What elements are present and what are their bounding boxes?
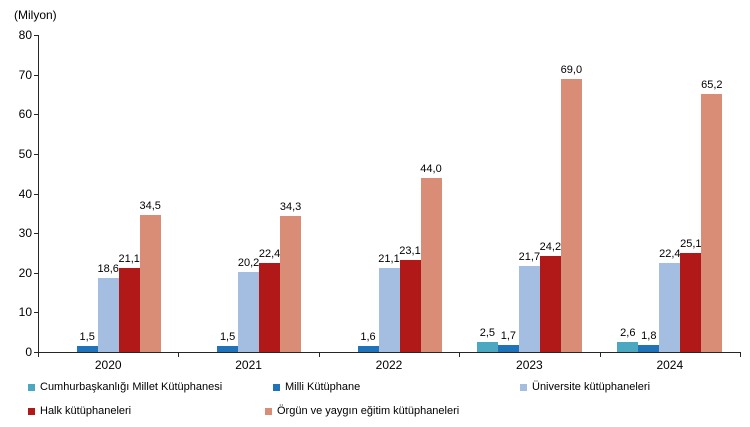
legend-swatch-icon [28, 383, 35, 391]
bar-value-label: 1,8 [641, 329, 657, 342]
bar [399, 260, 421, 352]
bar [118, 268, 140, 352]
bar-value-label: 23,1 [399, 245, 421, 258]
y-axis-tick [34, 153, 38, 155]
bar [238, 271, 260, 352]
bar-value-label: 34,3 [279, 201, 302, 214]
bar [139, 215, 161, 352]
bar-value-label: 18,6 [97, 263, 119, 276]
bar-value-label: 2,6 [620, 326, 636, 339]
bar [680, 252, 702, 352]
x-axis-tick [178, 353, 180, 357]
x-axis-tick [459, 353, 461, 357]
y-axis-tick [34, 114, 38, 116]
bar-value-label: 34,5 [139, 200, 161, 213]
bar [617, 341, 639, 352]
bar [476, 342, 498, 352]
bar-value-label: 24,2 [539, 241, 562, 254]
x-axis-category-label: 2020 [94, 358, 122, 372]
bar-value-label: 20,2 [237, 256, 260, 269]
bar-value-label: 65,2 [701, 78, 723, 91]
x-axis-tick [599, 353, 601, 357]
bar-value-label: 44,0 [420, 162, 442, 175]
legend-label: Cumhurbaşkanlığı Millet Kütüphanesi [40, 381, 223, 393]
bar [357, 345, 379, 352]
y-axis-tick-label: 20 [18, 265, 32, 280]
bar [539, 256, 561, 352]
x-axis-tick [38, 353, 39, 357]
bar [518, 266, 540, 352]
bar-value-label: 1,7 [500, 330, 517, 343]
bar-value-label: 22,4 [258, 248, 281, 261]
legend-swatch-icon [273, 383, 280, 391]
y-axis-tick-label: 30 [18, 226, 32, 241]
y-axis-unit-label: (Milyon) [14, 8, 57, 22]
legend-label: Milli Kütüphane [285, 381, 361, 393]
bar [217, 346, 239, 352]
legend-label: Halk kütüphaneleri [40, 405, 132, 417]
y-axis-tick [34, 272, 38, 274]
legend-swatch-icon [265, 407, 272, 415]
bar-value-label: 21,1 [378, 253, 400, 266]
bar-value-label: 1,5 [219, 331, 236, 344]
bar [701, 93, 723, 352]
y-axis-tick [34, 312, 38, 314]
legend-swatch-icon [28, 407, 35, 415]
legend-swatch-icon [520, 383, 527, 391]
y-axis-tick [34, 35, 38, 36]
bar [560, 78, 582, 352]
y-axis-tick-label: 40 [18, 186, 32, 201]
legend-item: Milli Kütüphane [273, 381, 360, 393]
legend-label: Örgün ve yaygın eğitim kütüphaneleri [277, 405, 460, 417]
bar [97, 278, 119, 352]
x-axis-tick [740, 353, 741, 357]
x-axis-category-label: 2023 [516, 358, 543, 372]
bar-value-label: 22,4 [659, 248, 681, 261]
legend-item: Üniversite kütüphaneleri [520, 381, 650, 393]
y-axis-tick-label: 60 [18, 107, 32, 122]
y-axis-tick [34, 193, 38, 195]
y-axis-tick-label: 10 [18, 305, 32, 320]
y-axis-line [38, 35, 39, 353]
bar [259, 263, 281, 352]
bar-value-label: 1,5 [79, 331, 95, 344]
bar [497, 345, 519, 352]
bar [76, 346, 98, 352]
x-axis-category-label: 2024 [656, 358, 684, 372]
x-axis-category-label: 2022 [375, 358, 403, 372]
bar-value-label: 21,7 [518, 251, 541, 263]
y-axis-tick-label: 80 [18, 28, 32, 42]
bar [378, 268, 400, 352]
bar [280, 216, 302, 352]
y-axis-tick-label: 50 [18, 146, 32, 161]
legend-item: Örgün ve yaygın eğitim kütüphaneleri [265, 405, 459, 417]
bar-value-label: 21,1 [118, 253, 140, 266]
legend-item: Cumhurbaşkanlığı Millet Kütüphanesi [28, 381, 222, 393]
bar [659, 263, 681, 352]
x-axis-tick [318, 353, 320, 357]
bar [638, 344, 660, 352]
y-axis-tick [34, 74, 38, 76]
bar-value-label: 2,5 [479, 327, 496, 340]
legend-item: Halk kütüphaneleri [28, 405, 131, 417]
bar-value-label: 1,6 [360, 330, 376, 343]
bar-value-label: 25,1 [680, 237, 702, 250]
bar [420, 177, 442, 352]
y-axis-tick-label: 70 [18, 67, 32, 82]
legend-label: Üniversite kütüphaneleri [532, 381, 651, 393]
bar-value-label: 69,0 [560, 63, 583, 76]
y-axis-tick [34, 352, 38, 353]
x-axis-line [38, 352, 741, 353]
y-axis-tick-label: 0 [25, 345, 32, 359]
y-axis-tick [34, 233, 38, 235]
x-axis-category-label: 2021 [235, 358, 262, 372]
